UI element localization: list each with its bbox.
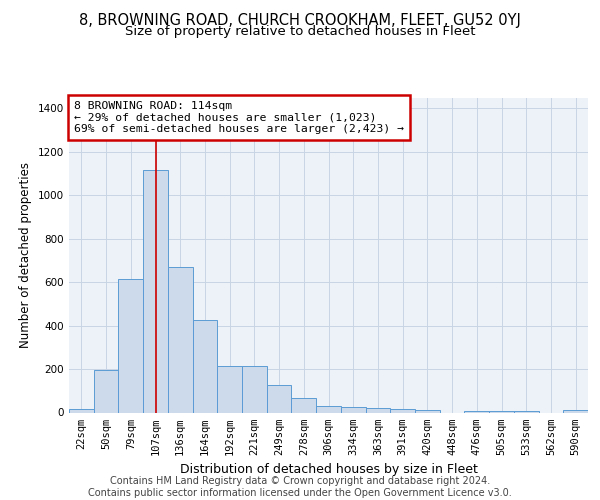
Text: Contains HM Land Registry data © Crown copyright and database right 2024.
Contai: Contains HM Land Registry data © Crown c… bbox=[88, 476, 512, 498]
X-axis label: Distribution of detached houses by size in Fleet: Distribution of detached houses by size … bbox=[179, 463, 478, 476]
Text: 8, BROWNING ROAD, CHURCH CROOKHAM, FLEET, GU52 0YJ: 8, BROWNING ROAD, CHURCH CROOKHAM, FLEET… bbox=[79, 12, 521, 28]
Bar bbox=[267, 386, 292, 412]
Bar bbox=[118, 279, 143, 412]
Text: Size of property relative to detached houses in Fleet: Size of property relative to detached ho… bbox=[125, 25, 475, 38]
Bar bbox=[69, 409, 94, 412]
Bar bbox=[365, 408, 390, 412]
Bar bbox=[193, 320, 217, 412]
Bar bbox=[217, 366, 242, 412]
Bar bbox=[94, 370, 118, 412]
Bar bbox=[143, 170, 168, 412]
Bar bbox=[168, 267, 193, 412]
Bar bbox=[415, 410, 440, 412]
Bar bbox=[316, 406, 341, 412]
Bar bbox=[390, 409, 415, 412]
Bar bbox=[242, 366, 267, 412]
Y-axis label: Number of detached properties: Number of detached properties bbox=[19, 162, 32, 348]
Text: 8 BROWNING ROAD: 114sqm
← 29% of detached houses are smaller (1,023)
69% of semi: 8 BROWNING ROAD: 114sqm ← 29% of detache… bbox=[74, 100, 404, 134]
Bar bbox=[292, 398, 316, 412]
Bar bbox=[341, 407, 365, 412]
Bar bbox=[563, 410, 588, 412]
